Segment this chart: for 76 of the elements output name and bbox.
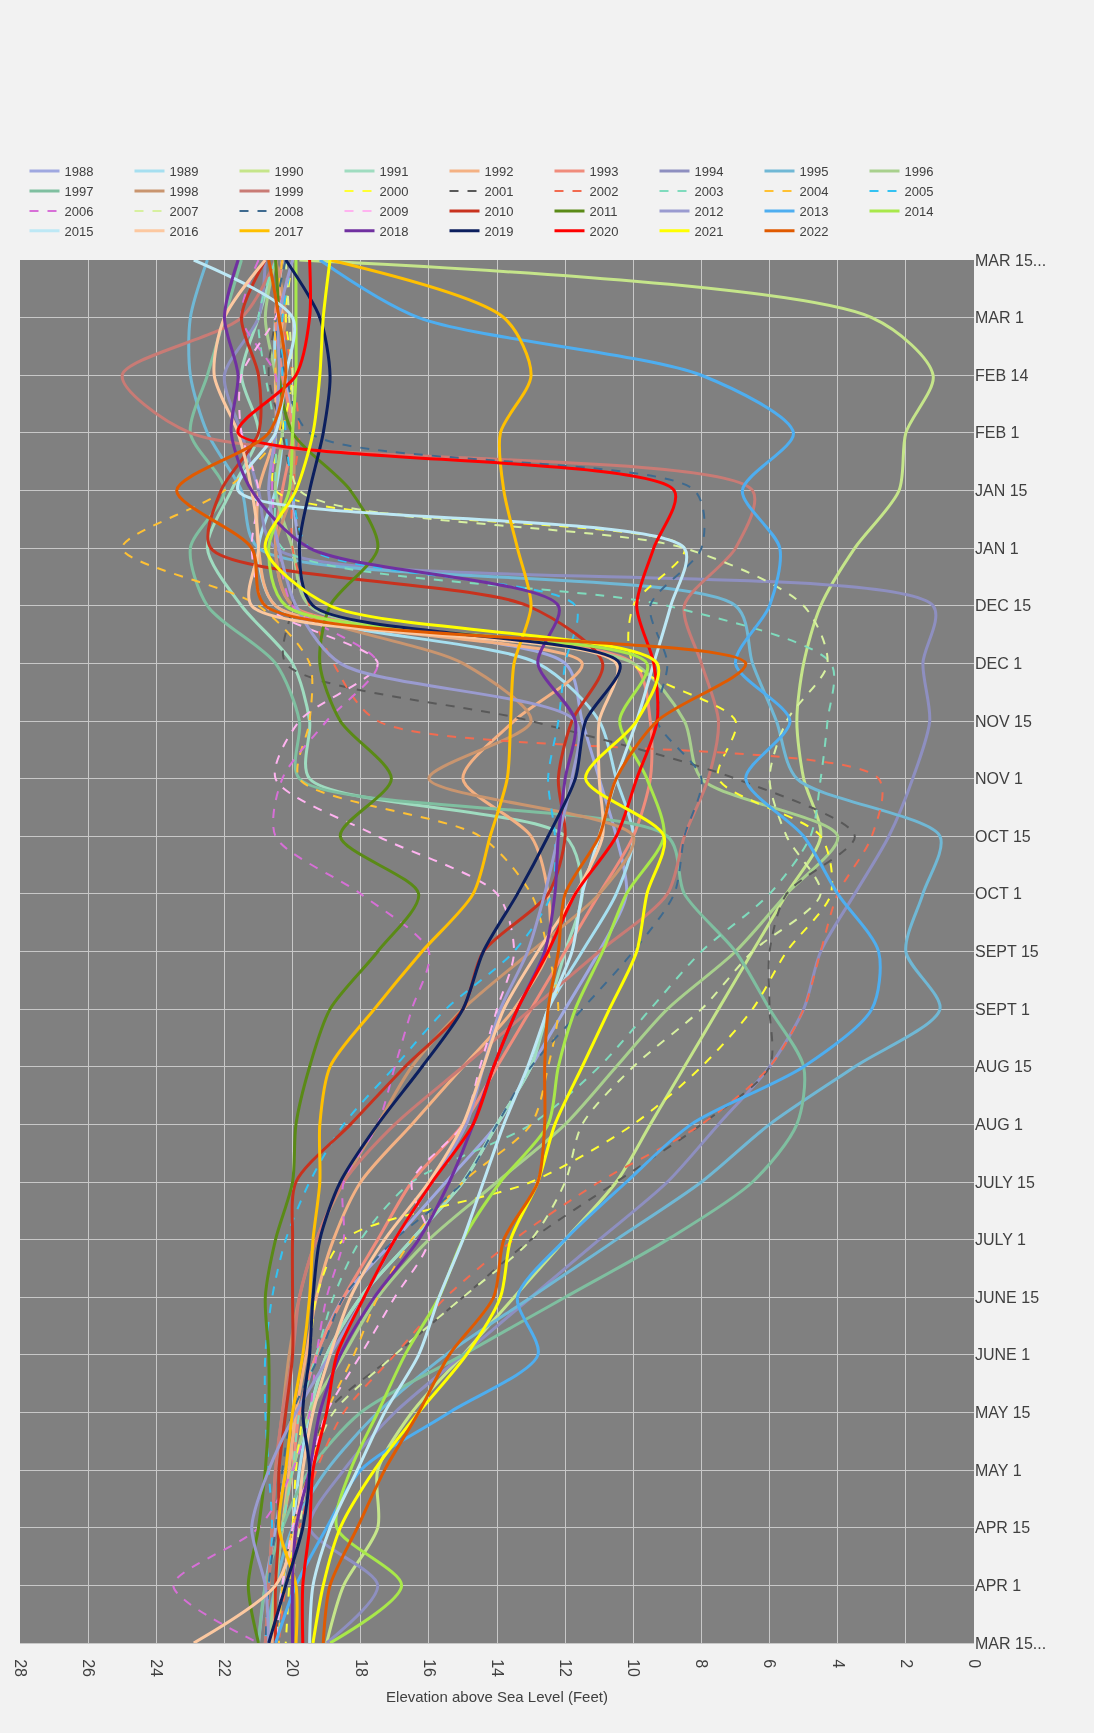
x-tick-label: 4 [829,1659,847,1669]
y-tick-label: AUG 1 [975,1115,1024,1133]
x-tick-label: 8 [693,1659,711,1669]
y-tick-label: SEPT 15 [975,943,1039,961]
x-tick-label: 18 [352,1659,370,1678]
legend-label: 2000 [379,184,409,200]
y-tick-label: JAN 15 [975,482,1028,500]
x-tick-label: 26 [79,1659,97,1678]
x-tick-label: 0 [965,1659,983,1669]
x-tick-label: 6 [761,1659,779,1669]
x-tick-label: 10 [625,1659,643,1678]
y-tick-label: MAR 15... [975,1634,1047,1652]
y-tick-label: AUG 15 [975,1058,1033,1076]
y-tick-label: MAY 15 [975,1404,1031,1422]
x-tick-label: 2 [897,1659,915,1669]
y-tick-label: JUNE 15 [975,1288,1040,1306]
legend-label: 2017 [274,223,304,239]
legend-label: 2011 [589,203,618,219]
legend-label: 2001 [484,184,514,200]
y-tick-label: DEC 1 [975,654,1023,672]
x-tick-label: 20 [284,1659,302,1678]
x-tick-label: 14 [488,1659,506,1678]
legend-label: 2008 [274,203,304,219]
legend-label: 2018 [379,223,409,239]
x-axis-title: Elevation above Sea Level (Feet) [386,1688,608,1706]
legend-label: 2005 [904,184,934,200]
y-tick-label: JUNE 1 [975,1346,1031,1364]
y-tick-label: OCT 1 [975,885,1022,903]
legend-label: 1994 [694,164,724,180]
legend-label: 2009 [379,203,409,219]
legend-label: 2013 [799,203,829,219]
legend-label: 1997 [64,184,94,200]
legend-label: 2014 [904,203,934,219]
y-tick-label: OCT 15 [975,827,1031,845]
y-tick-label: NOV 15 [975,712,1033,730]
legend-label: 2006 [64,203,94,219]
legend-label: 2015 [64,223,94,239]
legend-label: 2020 [589,223,619,239]
y-tick-label: JAN 1 [975,539,1019,557]
legend-label: 2004 [799,184,829,200]
legend-label: 2016 [169,223,199,239]
legend-label: 2012 [694,203,724,219]
legend-label: 2002 [589,184,619,200]
legend-label: 1990 [274,164,304,180]
legend-label: 1999 [274,184,304,200]
y-tick-label: JULY 1 [975,1231,1027,1249]
x-tick-label: 28 [11,1659,29,1678]
legend-label: 2003 [694,184,724,200]
y-tick-label: MAR 1 [975,309,1024,327]
legend-label: 1998 [169,184,199,200]
legend-label: 2007 [169,203,199,219]
x-tick-label: 24 [148,1659,166,1678]
y-tick-label: APR 1 [975,1576,1022,1594]
legend-label: 1991 [379,164,409,180]
legend-label: 2019 [484,223,514,239]
x-tick-label: 16 [420,1659,438,1678]
y-tick-label: MAR 15... [975,251,1047,269]
y-tick-label: APR 15 [975,1519,1031,1537]
legend-label: 2010 [484,203,514,219]
x-tick-label: 22 [216,1659,234,1678]
y-tick-label: MAY 1 [975,1461,1022,1479]
y-tick-label: DEC 15 [975,597,1032,615]
legend-label: 1988 [64,164,94,180]
y-tick-label: FEB 1 [975,424,1020,442]
legend-label: 1996 [904,164,934,180]
y-tick-label: NOV 1 [975,770,1024,788]
legend-label: 2022 [799,223,829,239]
legend-label: 1993 [589,164,619,180]
legend-label: 2021 [694,223,724,239]
legend-label: 1995 [799,164,829,180]
y-tick-label: SEPT 1 [975,1000,1030,1018]
y-tick-label: FEB 14 [975,366,1029,384]
legend-label: 1992 [484,164,514,180]
x-tick-label: 12 [556,1659,574,1678]
y-tick-label: JULY 15 [975,1173,1035,1191]
legend-label: 1989 [169,164,199,180]
